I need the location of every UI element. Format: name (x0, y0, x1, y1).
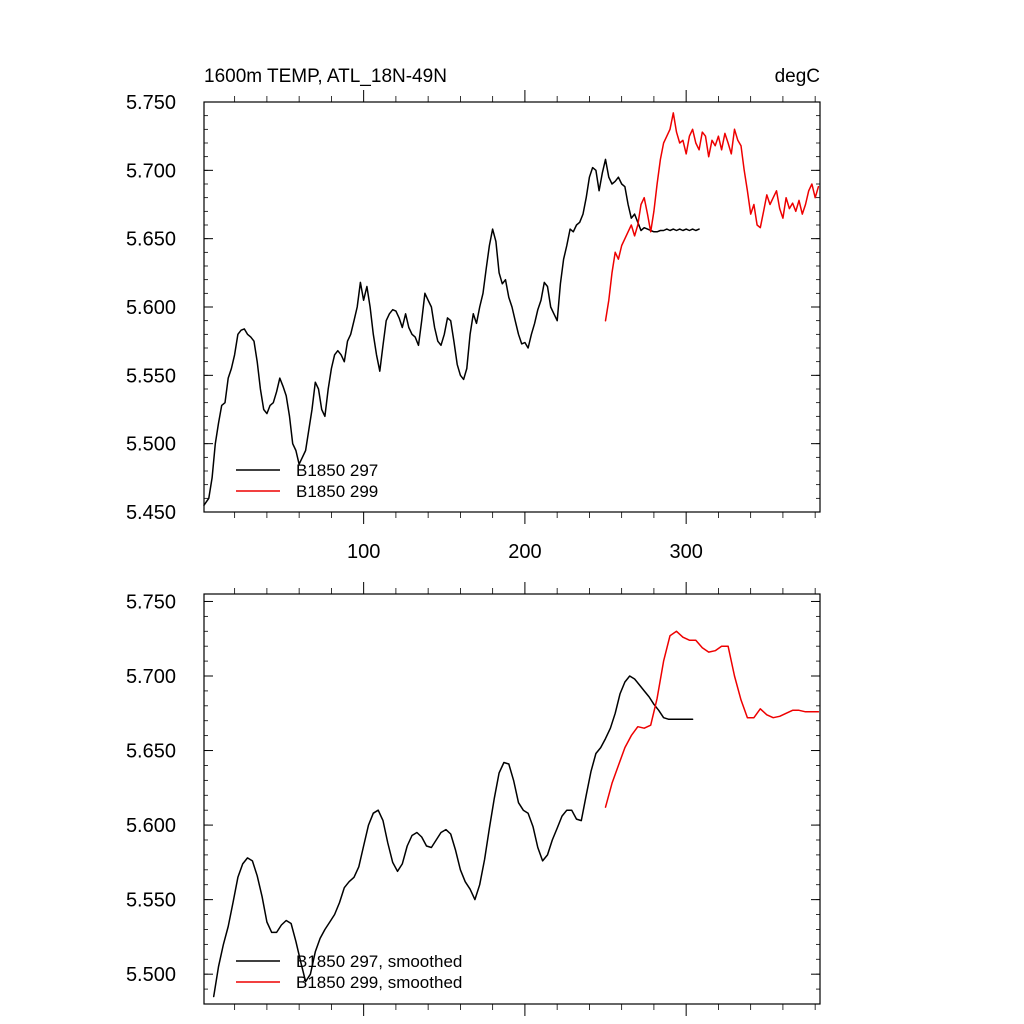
bottom-legend-label-299: B1850 299, smoothed (296, 973, 462, 992)
bottom-ytick-label: 5.500 (126, 964, 176, 986)
bottom-ytick-label: 5.550 (126, 890, 176, 912)
bottom-series-line-297 (212, 675, 694, 998)
top-ytick-label: 5.550 (126, 365, 176, 387)
top-series-group (203, 112, 820, 506)
top-ytick-label: 5.450 (126, 502, 176, 524)
top-series-line-297 (203, 158, 700, 506)
top-ytick-label: 5.600 (126, 297, 176, 319)
bottom-panel: 5.500 5.550 5.600 5.650 5.700 5.750 B1850 297… (126, 582, 821, 1016)
bottom-legend: B1850 297, smoothed B1850 299, smoothed (236, 952, 462, 992)
bottom-plot-frame (203, 593, 821, 1005)
bottom-legend-label-297: B1850 297, smoothed (296, 952, 462, 971)
top-chart-title: 1600m TEMP, ATL_18N-49N (204, 66, 447, 87)
bottom-ytick-label: 5.700 (126, 666, 176, 688)
bottom-axis-ticks: 5.500 5.550 5.600 5.650 5.700 5.750 (126, 582, 820, 1016)
top-series-line-299 (604, 112, 820, 322)
top-ytick-label: 5.750 (126, 92, 176, 114)
top-panel: 1600m TEMP, ATL_18N-49N degC 5.4505.5005… (126, 66, 821, 563)
bottom-series-group (212, 630, 820, 998)
top-xtick-label: 100 (347, 541, 380, 563)
top-ytick-label: 5.700 (126, 160, 176, 182)
bottom-ytick-label: 5.600 (126, 815, 176, 837)
bottom-series-line-299 (604, 630, 820, 808)
top-axis-ticks: 5.450 5.500 5.550 5.600 5.650 5.700 5.750 100 20… (126, 90, 820, 563)
top-chart-units: degC (775, 66, 820, 87)
top-legend: B1850 297 B1850 299 (236, 461, 378, 501)
bottom-ytick-label: 5.750 (126, 591, 176, 613)
top-legend-label-299: B1850 299 (296, 482, 378, 501)
top-ytick-label: 5.500 (126, 434, 176, 456)
top-xtick-label: 200 (508, 541, 541, 563)
top-xtick-label: 300 (669, 541, 702, 563)
top-ytick-label: 5.650 (126, 229, 176, 251)
top-legend-label-297: B1850 297 (296, 461, 378, 480)
bottom-ytick-label: 5.650 (126, 741, 176, 763)
